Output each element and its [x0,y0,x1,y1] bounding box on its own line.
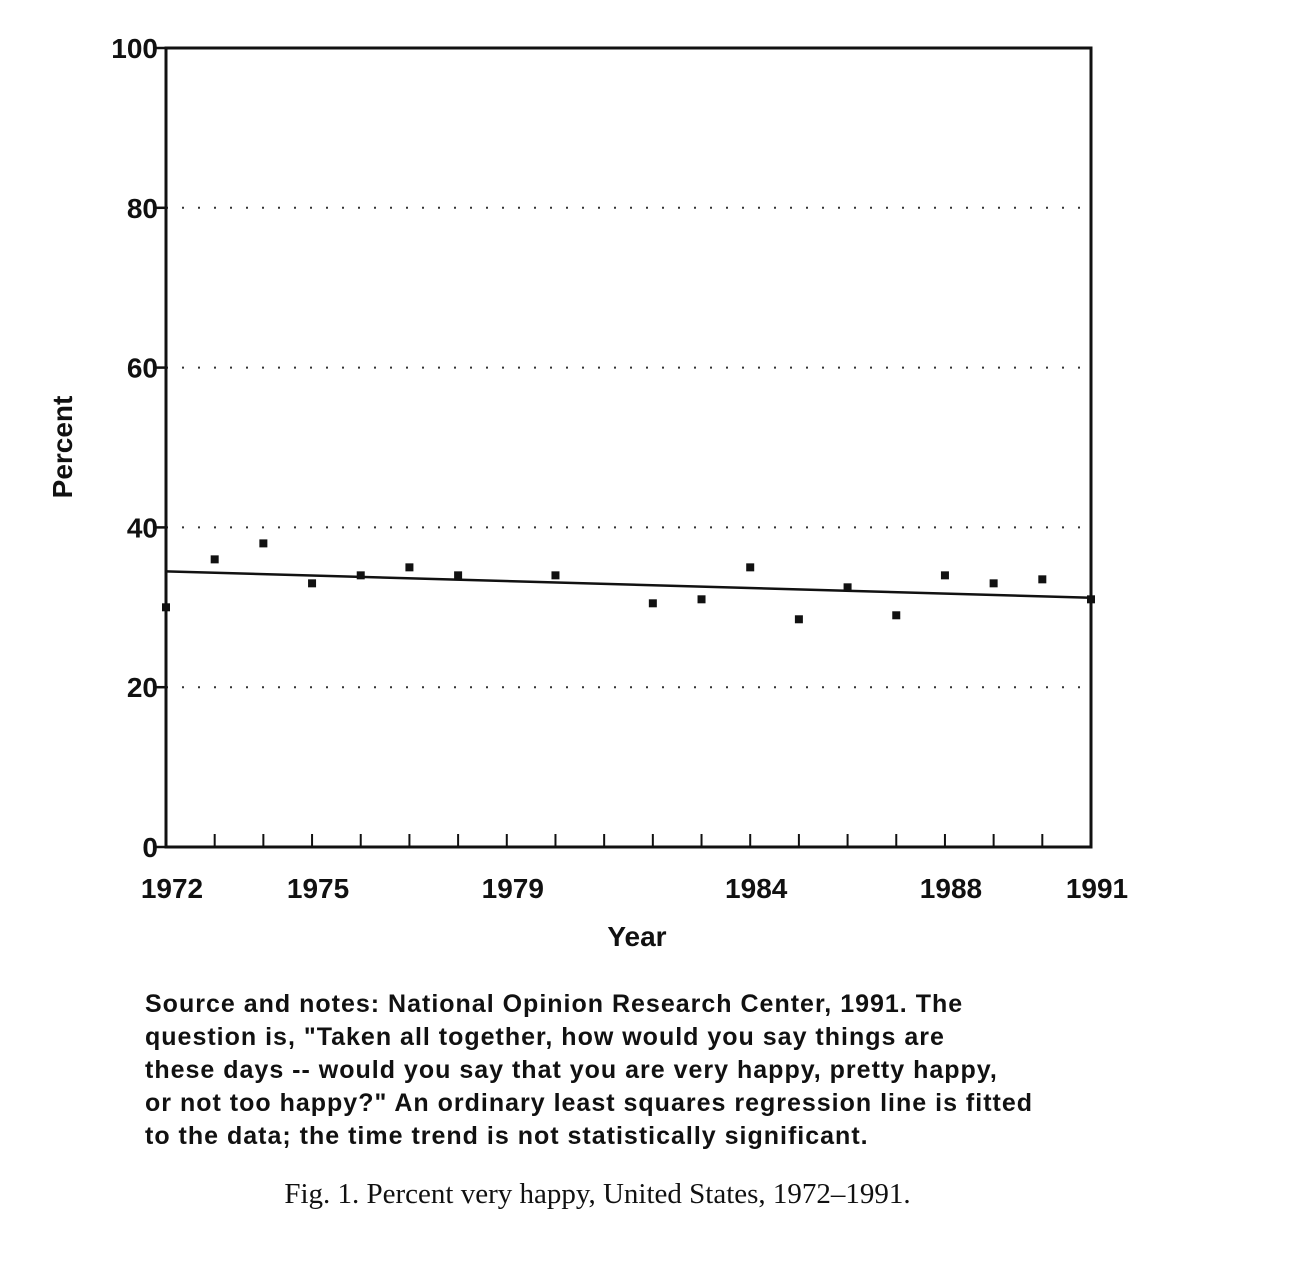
y-tick-label: 100 [111,33,158,64]
data-point [648,599,657,608]
data-point [405,563,414,572]
chart: 0 20 40 60 80 100 1972 1975 1979 1984 1988 1991 Pe… [47,33,1128,952]
data-point [746,563,755,572]
y-axis: 0 20 40 60 80 100 [111,33,166,863]
data-point [697,595,706,604]
data-point [940,571,949,580]
data-point [356,571,365,580]
y-tick-label: 0 [142,832,158,863]
data-point [162,603,170,612]
x-axis-label: Year [607,921,666,952]
y-tick-label: 40 [127,512,158,543]
plot-frame [164,46,1093,849]
x-tick-label: 1988 [920,873,982,904]
y-tick-label: 20 [127,672,158,703]
data-point [551,571,560,580]
x-axis: 1972 1975 1979 1984 1988 1991 [141,834,1128,904]
data-points [162,539,1095,624]
data-point [794,615,803,624]
source-notes: Source and notes: National Opinion Resea… [145,990,1034,1150]
data-point [1038,575,1047,584]
data-point [1087,595,1095,604]
data-point [892,611,901,620]
figure-caption: Fig. 1. Percent very happy, United State… [284,1178,911,1210]
x-tick-label: 1975 [287,873,349,904]
data-point [989,579,998,588]
data-point [843,583,852,592]
data-point [454,571,463,580]
x-tick-label: 1984 [725,873,788,904]
x-tick-label: 1991 [1066,873,1128,904]
data-point [259,539,268,548]
data-point [308,579,317,588]
x-tick-label: 1979 [482,873,544,904]
y-tick-label: 60 [127,353,158,384]
regression-line [165,570,1092,599]
data-point [210,555,219,564]
gridlines [166,206,1091,689]
y-tick-label: 80 [127,193,158,224]
y-axis-label: Percent [47,396,78,499]
x-tick-label: 1972 [141,873,203,904]
